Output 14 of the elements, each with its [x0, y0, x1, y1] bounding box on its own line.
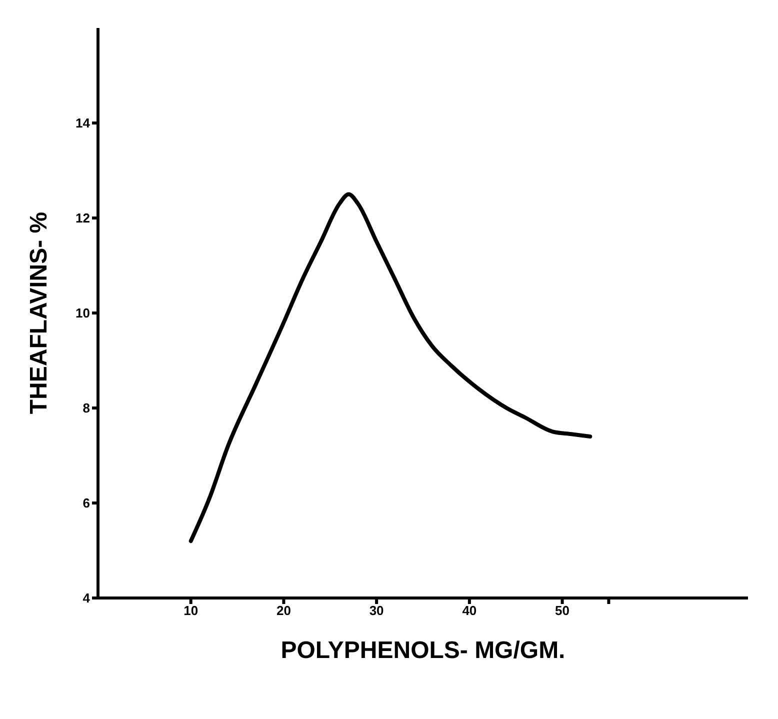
y-tick-label: 6 [82, 496, 90, 511]
y-axis-title: THEAFLAVINS- % [26, 212, 53, 414]
y-tick-label: 4 [82, 590, 91, 606]
x-tick-label: 40 [462, 603, 477, 618]
y-tick-label: 14 [76, 116, 91, 131]
y-tick-label: 10 [76, 306, 90, 321]
x-axis-title: POLYPHENOLS- MG/GM. [280, 637, 566, 664]
y-tick-label: 12 [76, 210, 90, 226]
x-tick-label: 50 [555, 603, 570, 618]
x-tick-label: 30 [369, 603, 384, 618]
x-tick-label: 10 [184, 603, 198, 618]
x-tick-label: 20 [276, 603, 291, 618]
y-tick-label: 8 [82, 400, 90, 416]
line-series [188, 192, 592, 543]
